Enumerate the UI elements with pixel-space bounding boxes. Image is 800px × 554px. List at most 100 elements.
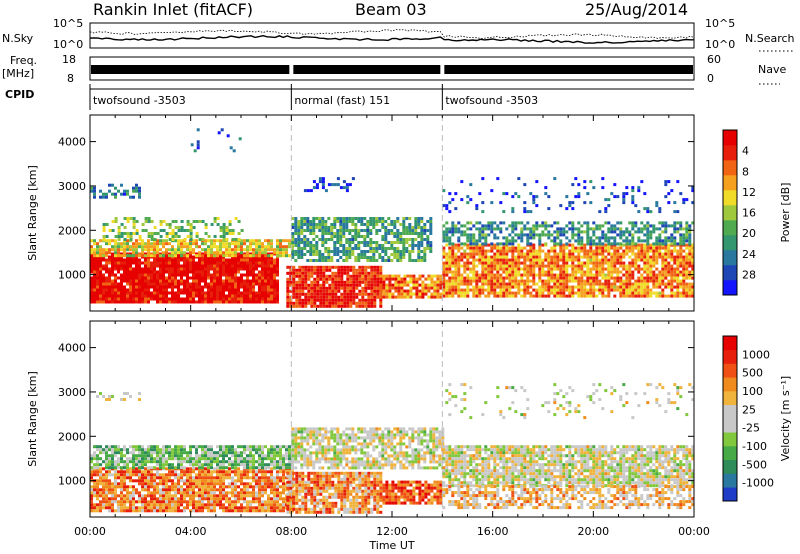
power-cell [273,279,276,283]
power-cell [111,264,114,268]
power-cell [334,277,338,281]
power-cell [586,288,590,292]
power-cell [358,301,362,305]
power-cell [165,282,168,286]
power-cell [304,283,308,287]
power-cell [382,283,386,287]
power-cell [631,189,635,193]
power-cell [312,180,316,184]
power-cell [484,224,488,228]
power-cell [679,279,683,283]
power-cell [171,285,174,289]
velocity-cell [123,500,126,504]
velocity-cell [147,470,150,474]
velocity-cell [171,506,174,510]
power-cell [132,220,136,223]
power-cell [225,273,228,277]
power-colorbar-swatch [723,190,737,206]
power-cell [637,285,641,289]
power-cell [99,195,102,199]
power-cell [589,239,593,243]
power-cell [517,255,521,259]
power-cell [258,285,261,289]
power-cell [153,279,156,283]
velocity-cell [180,479,183,483]
power-cell [264,239,267,243]
velocity-cell [156,473,159,477]
power-cell [553,288,557,292]
power-cell [604,273,608,277]
power-cell [363,223,367,226]
power-cell [643,224,647,228]
power-cell [408,232,412,235]
power-cell [643,255,647,259]
power-cell [210,273,213,277]
power-cell [102,238,106,241]
power-cell [361,277,365,281]
power-cell [328,283,332,287]
power-cell [484,236,488,240]
velocity-cell [123,494,126,498]
power-cell [565,236,569,240]
power-cell [324,250,328,253]
power-cell [598,291,602,295]
power-cell [505,282,509,286]
power-cell [346,286,350,290]
power-cell [385,295,389,299]
power-cell [649,210,653,214]
power-cell [292,283,296,287]
power-cell [358,289,362,293]
power-cell [159,248,162,252]
power-cell [108,294,111,298]
power-cell [601,258,605,262]
power-cell [141,270,144,274]
power-cell [325,298,329,302]
power-cell [391,292,395,296]
velocity-cell [177,503,180,507]
power-cell [261,270,264,274]
power-cell [198,251,201,255]
freq-unit-label: [MHz] [2,67,34,80]
power-cell [673,201,677,205]
power-cell [352,292,356,296]
power-cell [126,245,129,249]
power-cell [286,295,290,299]
power-cell [589,236,593,240]
power-cell [192,291,195,295]
power-cell [156,239,159,243]
power-cell [93,294,96,298]
velocity-cell [177,485,180,489]
power-cell [339,217,343,220]
power-cell [661,291,665,295]
power-cell [487,264,491,268]
power-cell [123,261,126,265]
power-cell [418,289,422,293]
power-cell [90,245,93,249]
power-cell [366,235,370,238]
power-cell [207,288,210,292]
power-cell [390,253,394,256]
power-cell [198,291,201,295]
power-cell [532,246,536,250]
power-cell [126,239,129,243]
power-cell [126,294,129,298]
power-cell [541,279,545,283]
velocity-cell [141,482,144,486]
power-cell [346,268,350,272]
power-cell [144,297,147,301]
power-cell [571,261,575,265]
power-cell [132,270,135,274]
power-cell [327,217,331,220]
power-cell [195,291,198,295]
power-cell [426,235,430,238]
power-cell [658,207,662,211]
power-cell [375,247,379,250]
power-cell [592,221,596,225]
power-cell [328,304,332,308]
power-cell [343,280,347,284]
power-cell [120,223,124,226]
power-cell [297,223,301,226]
power-cell [105,291,108,295]
power-cell [517,261,521,265]
power-cell [466,267,470,271]
